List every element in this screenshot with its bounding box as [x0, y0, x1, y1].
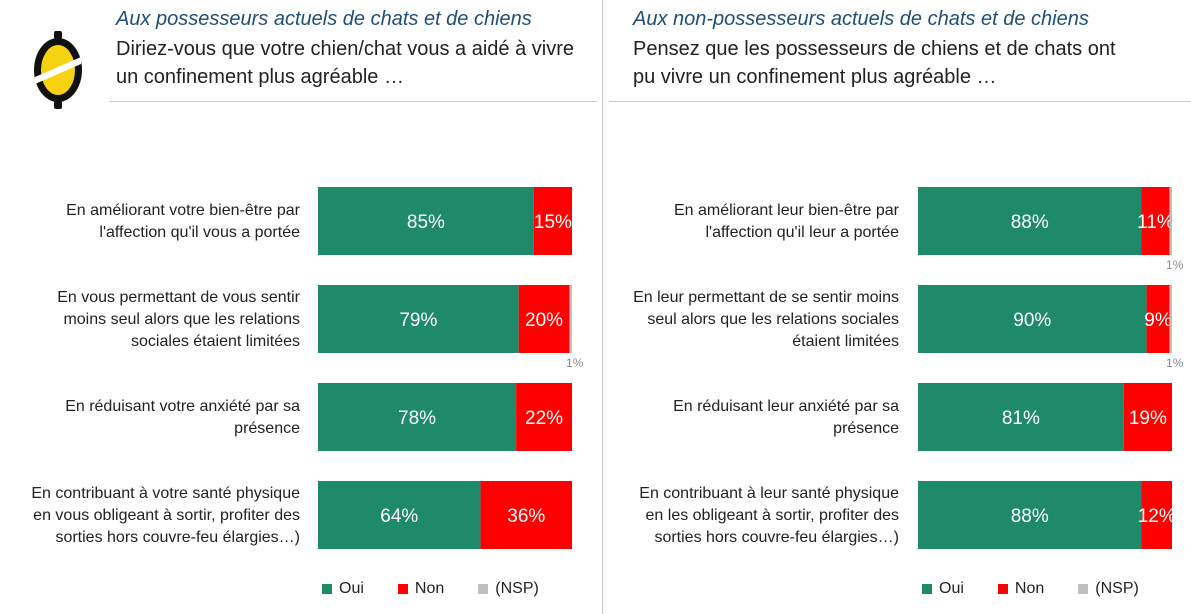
category-label: En leur permettant de se sentir moins — [633, 289, 899, 306]
question-line: un confinement plus agréable … — [116, 66, 404, 88]
bar-segment-oui — [918, 481, 1142, 549]
legend: Oui Non (NSP) — [922, 580, 1173, 598]
legend-swatch-oui — [922, 584, 932, 594]
legend-swatch-nsp — [478, 584, 489, 594]
legend-label-oui: Oui — [939, 580, 964, 597]
category-label: En améliorant leur bien-être par — [674, 202, 900, 219]
question-text: Pensez que les possesseurs de chiens et … — [633, 35, 1116, 91]
data-label-non: 36% — [507, 506, 545, 527]
bar-segment-oui — [318, 383, 517, 451]
bar-segment-non — [533, 187, 572, 255]
bar-segment-nsp — [569, 285, 572, 353]
category-label: moins seul alors que les relations — [63, 311, 300, 328]
bar-segment-oui — [318, 285, 519, 353]
legend-swatch-non — [397, 584, 408, 594]
data-label-non: 12% — [1138, 506, 1176, 527]
data-label-non: 11% — [1137, 212, 1174, 233]
bar-segment-non — [1141, 187, 1170, 255]
data-label-nsp: 1% — [1166, 356, 1184, 370]
legend-label-nsp: (NSP) — [495, 580, 539, 597]
category-label: présence — [234, 420, 300, 437]
category-label: En réduisant votre anxiété par sa — [65, 398, 300, 415]
bar-segment-oui — [318, 187, 534, 255]
category-label: sorties hors couvre-feu élargies…) — [55, 529, 300, 546]
bar-segment-non — [1141, 481, 1172, 549]
legend-label-oui: Oui — [339, 580, 364, 597]
panel-non-owners: Aux non-possesseurs actuels de chats et … — [603, 0, 1191, 614]
header-rule-right — [609, 101, 1191, 102]
data-label-non: 20% — [525, 310, 563, 331]
legend-item-oui: Oui — [322, 580, 364, 598]
legend-label-nsp: (NSP) — [1095, 580, 1139, 597]
data-label-oui: 88% — [1011, 506, 1049, 527]
data-label-non: 19% — [1129, 408, 1167, 429]
bar-segment-oui — [918, 187, 1142, 255]
stacked-bar-chart-non-owners: En améliorant leur bien-être par l'affect… — [633, 187, 1184, 549]
data-label-non: 15% — [534, 212, 572, 233]
question-line: Diriez-vous que votre chien/chat vous a … — [116, 38, 575, 60]
data-label-nsp: 1% — [1166, 258, 1184, 272]
legend-item-oui: Oui — [922, 580, 964, 598]
legend-item-non: Non — [397, 580, 445, 598]
category-label: En contribuant à votre santé physique — [31, 485, 300, 502]
data-label-oui: 64% — [380, 506, 418, 527]
category-label: en vous obligeant à sortir, profiter des — [33, 507, 300, 524]
bar-segment-non — [1146, 285, 1170, 353]
question-text: Diriez-vous que votre chien/chat vous a … — [116, 35, 574, 91]
legend-label-non: Non — [414, 580, 445, 597]
audience-title: Aux non-possesseurs actuels de chats et … — [633, 8, 1089, 30]
bar-segment-non — [480, 481, 572, 549]
category-label: en les obligeant à sortir, profiter des — [646, 507, 899, 524]
audience-title: Aux possesseurs actuels de chats et de c… — [116, 8, 532, 30]
data-label-oui: 85% — [407, 212, 445, 233]
data-label-oui: 79% — [399, 310, 437, 331]
legend-item-non: Non — [997, 580, 1045, 598]
data-label-oui: 88% — [1011, 212, 1049, 233]
data-label-oui: 81% — [1002, 408, 1040, 429]
stacked-bar-chart-owners: En améliorant votre bien-être par l'affec… — [31, 187, 584, 549]
legend-swatch-nsp — [1078, 584, 1089, 594]
category-label: sociales étaient limitées — [131, 333, 300, 350]
category-label: En contribuant à leur santé physique — [639, 485, 899, 502]
bar-segment-non — [1123, 383, 1172, 451]
data-label-oui: 90% — [1013, 310, 1051, 331]
data-label-non: 9% — [1144, 310, 1172, 331]
category-label: En améliorant votre bien-être par — [66, 202, 301, 219]
category-label: étaient limitées — [792, 333, 899, 350]
data-label-oui: 78% — [398, 408, 436, 429]
legend-item-nsp: (NSP) — [1078, 580, 1139, 598]
bar-segment-non — [518, 285, 570, 353]
bar-segment-nsp — [1169, 285, 1172, 353]
legend-swatch-oui — [322, 584, 332, 594]
data-label-nsp: 1% — [566, 356, 584, 370]
bar-segment-oui — [918, 285, 1147, 353]
category-label: l'affection qu'il leur a portée — [706, 224, 900, 241]
category-label: sorties hors couvre-feu élargies…) — [654, 529, 899, 546]
bar-segment-oui — [918, 383, 1124, 451]
legend-item-nsp: (NSP) — [478, 580, 539, 598]
category-label: présence — [833, 420, 899, 437]
panel-owners: Aux possesseurs actuels de chats et de c… — [31, 8, 584, 598]
legend: Oui Non (NSP) — [322, 580, 573, 598]
question-line: pu vivre un confinement plus agréable … — [633, 66, 997, 88]
category-label: En réduisant leur anxiété par sa — [673, 398, 899, 415]
bar-segment-non — [516, 383, 572, 451]
data-label-non: 22% — [525, 408, 563, 429]
header-rule-left — [109, 101, 597, 102]
bar-segment-nsp — [1169, 187, 1172, 255]
category-label: seul alors que les relations sociales — [647, 311, 899, 328]
legend-swatch-non — [997, 584, 1008, 594]
bar-segment-oui — [318, 481, 481, 549]
panel-divider — [602, 0, 603, 614]
category-label: En vous permettant de vous sentir — [57, 289, 300, 306]
lemon-logo-icon — [33, 31, 83, 114]
legend-label-non: Non — [1014, 580, 1045, 597]
question-line: Pensez que les possesseurs de chiens et … — [633, 38, 1116, 60]
category-label: l'affection qu'il vous a portée — [99, 224, 300, 241]
